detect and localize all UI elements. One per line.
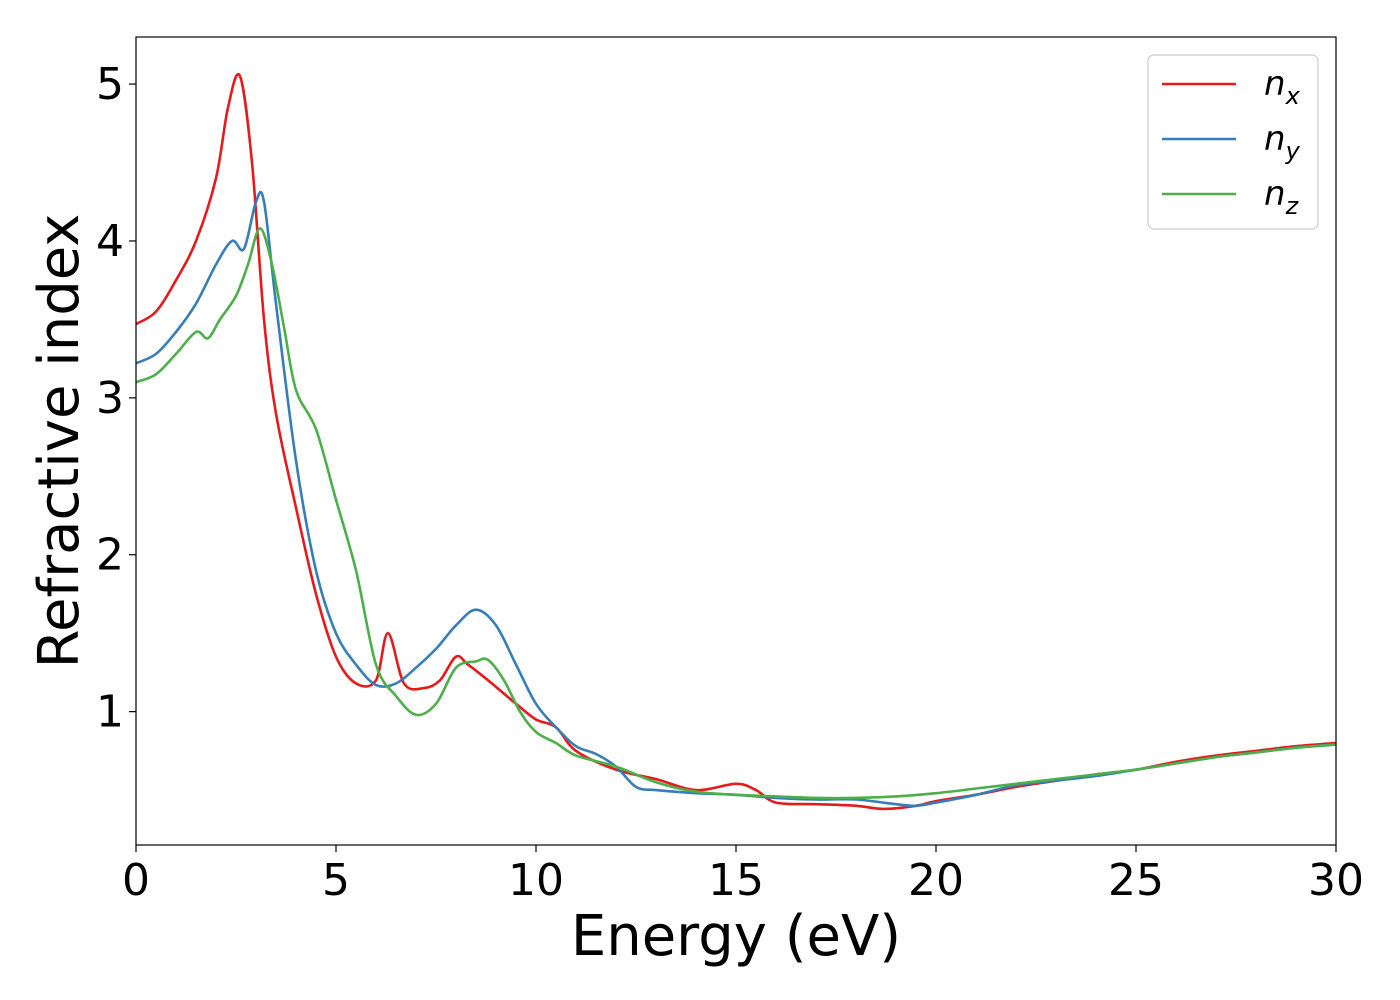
y-tick-label: 3 [96, 373, 124, 424]
legend-label-base: n [1264, 119, 1286, 159]
series-line-nz [135, 227, 1337, 800]
y-tick-label: 4 [96, 216, 124, 267]
x-axis-ticks: 0 5 10 15 20 25 30 [122, 845, 1364, 906]
x-tick-label: 20 [908, 855, 964, 906]
x-tick-label: 15 [708, 855, 764, 906]
x-tick-label: 30 [1308, 855, 1364, 906]
legend-label-subscript: x [1285, 82, 1301, 110]
legend-label-subscript: z [1285, 192, 1300, 220]
y-axis-title: Refractive index [27, 214, 92, 669]
legend-label-base: n [1264, 174, 1286, 214]
y-tick-label: 2 [96, 530, 124, 581]
legend-label-ny: ny [1264, 119, 1301, 165]
legend-label-nz: nz [1264, 174, 1300, 220]
legend-label-nx: nx [1264, 64, 1301, 110]
series-line-nx [135, 72, 1337, 811]
x-axis-title: Energy (eV) [571, 904, 901, 969]
legend-box [1147, 54, 1319, 230]
y-tick-label: 5 [96, 59, 124, 110]
plot-lines [135, 72, 1337, 811]
legend-label-subscript: y [1285, 137, 1301, 165]
legend-label-base: n [1264, 64, 1286, 104]
x-tick-label: 10 [508, 855, 564, 906]
y-tick-label: 1 [96, 687, 124, 738]
x-tick-label: 25 [1108, 855, 1164, 906]
x-tick-label: 0 [122, 855, 150, 906]
x-tick-label: 5 [322, 855, 350, 906]
y-axis-ticks: 1 2 3 4 5 [96, 59, 136, 738]
series-line-ny [135, 190, 1337, 808]
